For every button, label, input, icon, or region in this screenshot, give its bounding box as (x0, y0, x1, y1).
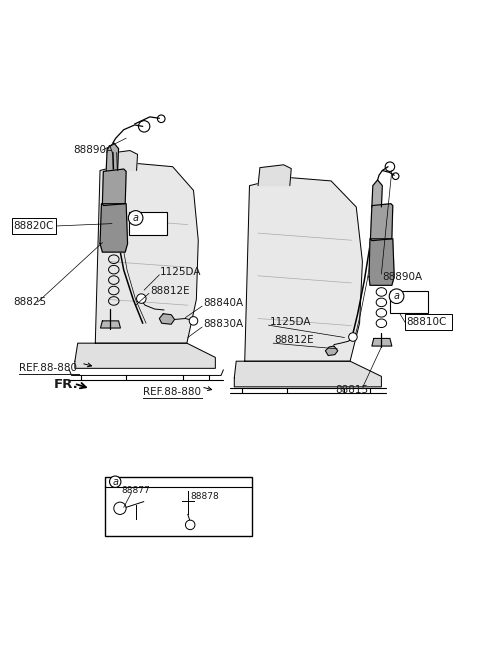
Text: FR.: FR. (54, 379, 79, 392)
FancyBboxPatch shape (129, 213, 167, 235)
Polygon shape (106, 143, 119, 171)
Polygon shape (102, 169, 126, 205)
Text: 88877: 88877 (121, 485, 150, 495)
Text: 88890A: 88890A (383, 272, 422, 282)
FancyBboxPatch shape (105, 476, 252, 536)
Text: 88812E: 88812E (150, 286, 190, 296)
Polygon shape (258, 165, 291, 186)
Text: 88810C: 88810C (406, 318, 446, 327)
Circle shape (389, 289, 404, 304)
Text: 88812E: 88812E (274, 335, 314, 345)
Text: 88820C: 88820C (13, 221, 54, 231)
Circle shape (114, 502, 126, 514)
Text: a: a (394, 291, 399, 301)
Circle shape (185, 520, 195, 529)
Polygon shape (325, 346, 338, 356)
FancyBboxPatch shape (405, 314, 452, 331)
Polygon shape (106, 151, 137, 171)
Polygon shape (372, 180, 383, 207)
Polygon shape (234, 361, 382, 387)
Polygon shape (100, 321, 120, 328)
Polygon shape (100, 204, 128, 252)
Text: 1125DA: 1125DA (269, 318, 311, 327)
FancyBboxPatch shape (12, 218, 56, 234)
Text: a: a (112, 477, 118, 487)
Circle shape (109, 476, 121, 487)
Polygon shape (371, 204, 393, 241)
Polygon shape (159, 314, 175, 324)
Text: a: a (132, 213, 139, 223)
Polygon shape (75, 343, 216, 368)
Text: 88840A: 88840A (203, 298, 243, 308)
Text: 88890A: 88890A (73, 145, 113, 155)
Polygon shape (96, 163, 198, 343)
Polygon shape (369, 239, 394, 285)
Text: 1125DA: 1125DA (160, 267, 202, 277)
Text: REF.88-880: REF.88-880 (143, 387, 201, 397)
Text: 88830A: 88830A (203, 319, 243, 329)
Circle shape (348, 333, 357, 341)
Circle shape (137, 294, 146, 303)
Text: 88825: 88825 (13, 297, 47, 307)
Polygon shape (372, 338, 392, 346)
Text: 88878: 88878 (190, 492, 219, 501)
Polygon shape (245, 177, 362, 361)
Text: 88815: 88815 (335, 384, 368, 395)
FancyBboxPatch shape (390, 291, 428, 314)
Circle shape (128, 211, 143, 225)
Text: REF.88-880: REF.88-880 (19, 363, 77, 373)
Circle shape (189, 317, 198, 325)
